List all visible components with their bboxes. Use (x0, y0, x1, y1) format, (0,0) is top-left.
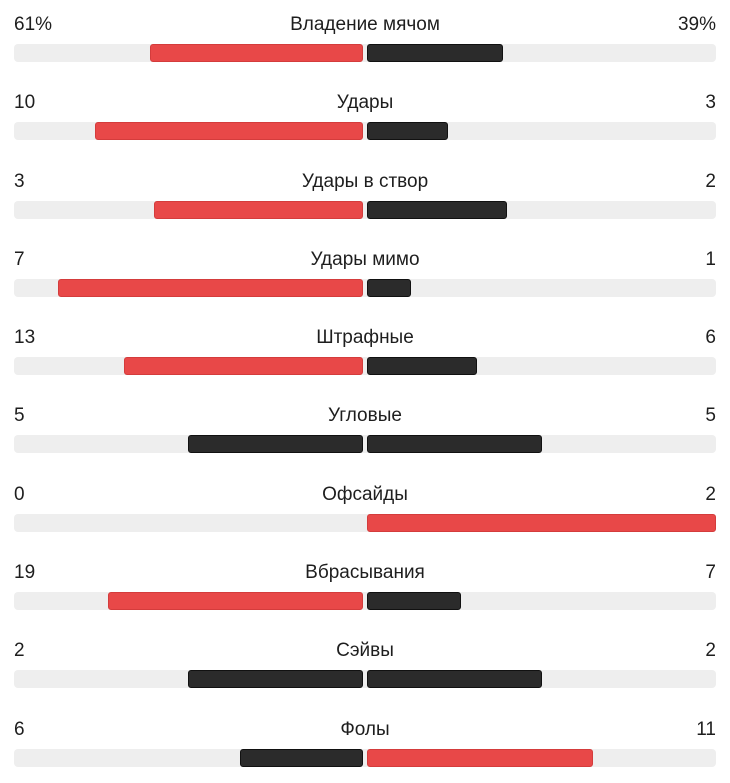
stat-value-home: 13 (14, 327, 36, 349)
stat-header: 19 Вбрасывания 7 (14, 560, 716, 586)
stat-bar-away (367, 748, 593, 767)
stat-header: 5 Угловые 5 (14, 403, 716, 429)
stat-bar-away (367, 122, 448, 141)
stat-bar-track (14, 200, 716, 219)
stat-bar-track (14, 592, 716, 611)
stat-value-away: 2 (705, 483, 716, 505)
stat-value-away: 3 (705, 92, 716, 114)
stat-value-home: 61% (14, 14, 53, 35)
stat-label: Удары в створ (301, 170, 429, 192)
stat-value-away: 39% (677, 14, 716, 35)
stat-bar-away (367, 44, 503, 62)
stat-label: Угловые (328, 405, 402, 427)
stat-label: Удары мимо (310, 248, 420, 270)
stat-value-home: 19 (14, 562, 36, 584)
stat-row-shots-off-target: 7 Удары мимо 1 (14, 235, 716, 313)
stat-bar-track (14, 513, 716, 532)
stat-value-away: 5 (705, 405, 716, 427)
stat-value-away: 1 (705, 248, 716, 270)
stat-row-shots: 10 Удары 3 (14, 78, 716, 156)
stat-header: 61% Владение мячом 39% (14, 12, 716, 38)
stat-row-throw-ins: 19 Вбрасывания 7 (14, 548, 716, 626)
stat-header: 13 Штрафные 6 (14, 325, 716, 351)
stat-bar-track (14, 435, 716, 454)
stat-header: 3 Удары в створ 2 (14, 169, 716, 195)
stat-row-possession: 61% Владение мячом 39% (14, 0, 716, 78)
stat-label: Сэйвы (336, 640, 394, 662)
stat-bar-home (188, 435, 363, 454)
stat-bar-track (14, 44, 716, 62)
stat-value-home: 6 (14, 718, 25, 740)
stat-header: 10 Удары 3 (14, 90, 716, 116)
stat-value-home: 10 (14, 92, 36, 114)
stat-label: Фолы (340, 718, 390, 740)
stat-value-away: 6 (705, 327, 716, 349)
stat-label: Удары (336, 92, 394, 114)
stat-bar-home (240, 748, 363, 767)
stat-row-saves: 2 Сэйвы 2 (14, 626, 716, 704)
stat-value-home: 0 (14, 483, 25, 505)
stat-value-home: 3 (14, 170, 25, 192)
stat-bar-track (14, 122, 716, 141)
stat-row-offsides: 0 Офсайды 2 (14, 470, 716, 548)
stat-bar-away (367, 278, 411, 297)
stat-label: Вбрасывания (305, 562, 425, 584)
stat-value-home: 5 (14, 405, 25, 427)
stat-bar-away (367, 513, 716, 532)
stat-value-away: 7 (705, 562, 716, 584)
stat-bar-away (367, 357, 477, 376)
stat-bar-track (14, 670, 716, 689)
stat-bar-track (14, 278, 716, 297)
stat-header: 7 Удары мимо 1 (14, 247, 716, 273)
stat-value-home: 2 (14, 640, 25, 662)
stat-bar-home (124, 357, 363, 376)
stat-bar-home (58, 278, 363, 297)
stat-header: 6 Фолы 11 (14, 717, 716, 743)
stat-row-free-kicks: 13 Штрафные 6 (14, 313, 716, 391)
stat-bar-track (14, 357, 716, 376)
stat-bar-home (154, 200, 363, 219)
stat-value-away: 11 (696, 718, 716, 740)
match-stats-list: 61% Владение мячом 39% 10 Удары 3 3 Удар… (14, 0, 716, 783)
stat-label: Офсайды (322, 483, 408, 505)
stat-label: Владение мячом (290, 14, 440, 35)
stat-label: Штрафные (316, 327, 414, 349)
stat-row-fouls: 6 Фолы 11 (14, 705, 716, 783)
stat-bar-away (367, 670, 542, 689)
stat-header: 0 Офсайды 2 (14, 482, 716, 508)
stat-bar-away (367, 435, 542, 454)
stat-bar-home (108, 592, 363, 611)
stat-row-shots-on-target: 3 Удары в створ 2 (14, 157, 716, 235)
stat-value-away: 2 (705, 640, 716, 662)
stat-row-corners: 5 Угловые 5 (14, 391, 716, 469)
stat-value-home: 7 (14, 248, 25, 270)
stat-bar-home (150, 44, 363, 62)
stat-bar-away (367, 200, 507, 219)
stat-value-away: 2 (705, 170, 716, 192)
stat-bar-home (95, 122, 363, 141)
stat-header: 2 Сэйвы 2 (14, 638, 716, 664)
stat-bar-home (188, 670, 363, 689)
stat-bar-track (14, 748, 716, 767)
stat-bar-away (367, 592, 461, 611)
